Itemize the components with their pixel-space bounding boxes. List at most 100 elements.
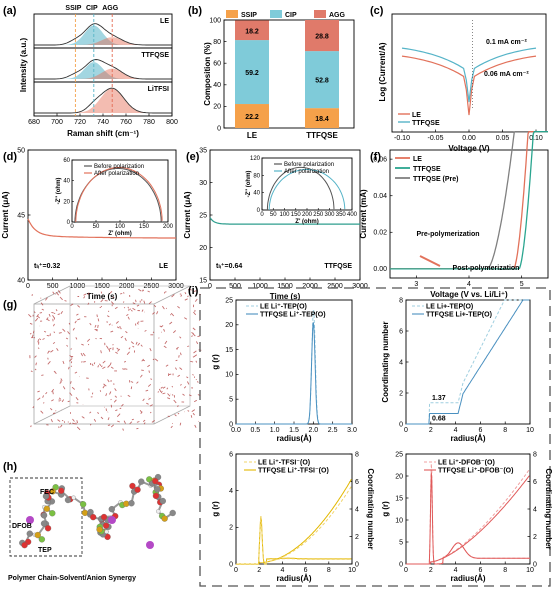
- agg-peak-area: [34, 68, 172, 79]
- polymer-atom: [108, 506, 115, 513]
- x-tick-label: 0.0: [231, 427, 241, 434]
- lsv-ttfqse-line: [390, 131, 548, 270]
- bar-segment-agg: [305, 20, 339, 52]
- x-tick-label: 500: [229, 283, 241, 290]
- inset-legend-label: Before polarization: [94, 164, 144, 170]
- y-right-tick-label: 4: [355, 506, 359, 513]
- polymer-atom: [154, 486, 161, 493]
- raman-spectrum-line: [34, 59, 172, 80]
- md-box-edge: [153, 405, 191, 425]
- agg-peak-area: [34, 88, 172, 113]
- polymer-atom: [58, 487, 65, 494]
- panel-label-f: (f): [370, 151, 381, 163]
- legend-swatch: [314, 10, 326, 18]
- x-tick-label: 2: [257, 567, 261, 574]
- annotation-arrow: [419, 255, 441, 267]
- polymer-atom: [40, 520, 48, 527]
- inset-x-tick-label: 200: [302, 212, 313, 218]
- x-tick-label: 0: [234, 567, 238, 574]
- legend-label: SSIP: [241, 12, 257, 19]
- x-axis-label: radius(Å): [450, 574, 485, 583]
- y-tick-label: 0: [399, 561, 403, 568]
- polymer-atom: [49, 488, 56, 495]
- y-tick-label: 4: [399, 359, 403, 366]
- bar-plot-frame: [223, 19, 355, 129]
- x-tick-label: 3: [414, 281, 418, 288]
- bar-data-label: 18.4: [315, 116, 329, 123]
- annotation-ttfqse: 0.1 mA cm⁻²: [486, 39, 527, 46]
- polymer-atom: [100, 513, 108, 521]
- x-axis-label: Time (s): [87, 292, 118, 301]
- y-axis-label: g (r): [211, 501, 220, 517]
- y-tick-label: 20: [395, 473, 403, 480]
- inset-x-tick-label: 50: [93, 224, 100, 230]
- x-axis-label: Raman shift (cm⁻¹): [67, 129, 139, 138]
- inset-x-tick-label: 0: [260, 212, 264, 218]
- x-tick-label: 760: [120, 119, 132, 126]
- rdf-le-line: [236, 516, 352, 565]
- x-tick-label: 2000: [119, 283, 135, 290]
- x-tick-label: 0: [208, 283, 212, 290]
- y-tick-label: 80: [213, 39, 221, 46]
- x-tick-label: 1500: [277, 283, 293, 290]
- legend-label: TTFQSE Li+-TEP(O): [426, 312, 492, 319]
- bar-segment-cip: [305, 51, 339, 109]
- y-tick-label: 25: [225, 297, 233, 304]
- inset-x-tick-label: 250: [313, 212, 324, 218]
- bar-segment-agg: [235, 20, 269, 41]
- label-dfob: DFOB: [12, 523, 32, 530]
- annotation-le: 0.06 mA cm⁻²: [484, 71, 529, 78]
- legend-label: LE Li⁺-TFSI⁻(O): [258, 459, 310, 467]
- x-tick-label: 6: [304, 567, 308, 574]
- x-tick-label: 4: [280, 567, 284, 574]
- polymer-atom: [40, 512, 48, 519]
- cip-peak-area: [34, 62, 172, 79]
- x-tick-label: -0.05: [428, 135, 444, 142]
- y-right-tick-label: 6: [355, 479, 359, 486]
- annotation-pre: Pre-polymerization: [416, 231, 479, 238]
- transference-number: tₗᵢ⁺=0.32: [34, 262, 60, 270]
- lithium-ion: [108, 516, 116, 524]
- y-axis-label: Composition (%): [203, 42, 212, 106]
- x-tick-label: 2000: [302, 283, 318, 290]
- y-axis-label: Current (mA): [359, 189, 368, 239]
- x-tick-label: 8: [503, 567, 507, 574]
- inset-x-tick-label: 400: [347, 212, 358, 218]
- polymer-atom: [104, 529, 109, 534]
- y-tick-label: 45: [17, 212, 25, 219]
- polymer-atom: [134, 486, 141, 493]
- rdf-ttfqse-line: [406, 472, 530, 565]
- rdf-le-line: [406, 463, 530, 565]
- y-right-tick-label: 8: [355, 451, 359, 458]
- x-tick-label: 10: [526, 567, 534, 574]
- inset-y-tick-label: 80: [253, 173, 260, 179]
- legend-label: LE Li⁺-TEP(O): [260, 303, 307, 311]
- legend-swatch: [226, 10, 238, 18]
- raman-panel-label: LiTFSI: [148, 86, 169, 93]
- i-dashed-frame: [199, 287, 551, 587]
- rdf-le-line: [236, 310, 352, 425]
- y-axis-label: Coordinating number: [381, 321, 390, 402]
- rdf-ttfqse-line: [236, 516, 352, 565]
- y-right-tick-label: 2: [355, 534, 359, 541]
- raman-spectrum-line: [34, 87, 172, 114]
- y-tick-label: 50: [17, 147, 25, 154]
- y-tick-label: 20: [199, 245, 207, 252]
- inset-x-tick-label: 350: [336, 212, 347, 218]
- raman-panel-label: TTFQSE: [141, 52, 169, 59]
- inset-x-tick-label: 200: [163, 224, 174, 230]
- inset-nyquist-line: [268, 169, 346, 211]
- legend-label: LE: [413, 156, 422, 163]
- x-tick-label: 0: [26, 283, 30, 290]
- x-tick-label: 10: [526, 427, 534, 434]
- x-tick-label: 740: [97, 119, 109, 126]
- polymer-atom: [71, 495, 76, 500]
- rdf-ttfqse-line: [236, 322, 352, 425]
- x-category-label: TTFQSE: [306, 131, 338, 140]
- panel-label-i: (i): [188, 285, 199, 297]
- inset-legend-label: Before polarization: [284, 162, 334, 168]
- x-tick-label: -0.10: [394, 135, 410, 142]
- y-axis-label: Log (Current/A): [378, 42, 387, 101]
- lithium-ion: [146, 541, 154, 549]
- polymer-atom: [152, 492, 160, 500]
